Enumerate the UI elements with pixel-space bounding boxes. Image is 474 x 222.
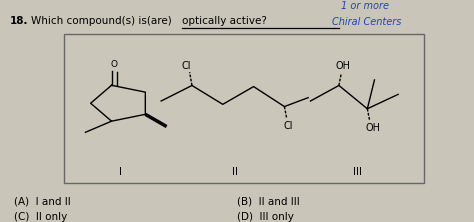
- Text: (B)  II and III: (B) II and III: [237, 196, 300, 206]
- Text: 18.: 18.: [9, 16, 28, 26]
- Text: OH: OH: [335, 61, 350, 71]
- Text: Which compound(s) is(are): Which compound(s) is(are): [31, 16, 175, 26]
- Text: Cl: Cl: [283, 121, 293, 131]
- Text: Chiral Centers: Chiral Centers: [332, 17, 401, 27]
- Bar: [64, 34, 424, 183]
- Text: III: III: [354, 167, 362, 177]
- Text: I: I: [119, 167, 122, 177]
- Text: Cl: Cl: [182, 61, 191, 71]
- Text: OH: OH: [365, 123, 381, 133]
- Text: O: O: [110, 60, 118, 69]
- Text: (D)  III only: (D) III only: [237, 212, 294, 222]
- Text: (C)  II only: (C) II only: [14, 212, 67, 222]
- Text: optically active?: optically active?: [182, 16, 267, 26]
- Text: 1 or more: 1 or more: [341, 1, 389, 11]
- Text: (A)  I and II: (A) I and II: [14, 196, 71, 206]
- Text: II: II: [232, 167, 237, 177]
